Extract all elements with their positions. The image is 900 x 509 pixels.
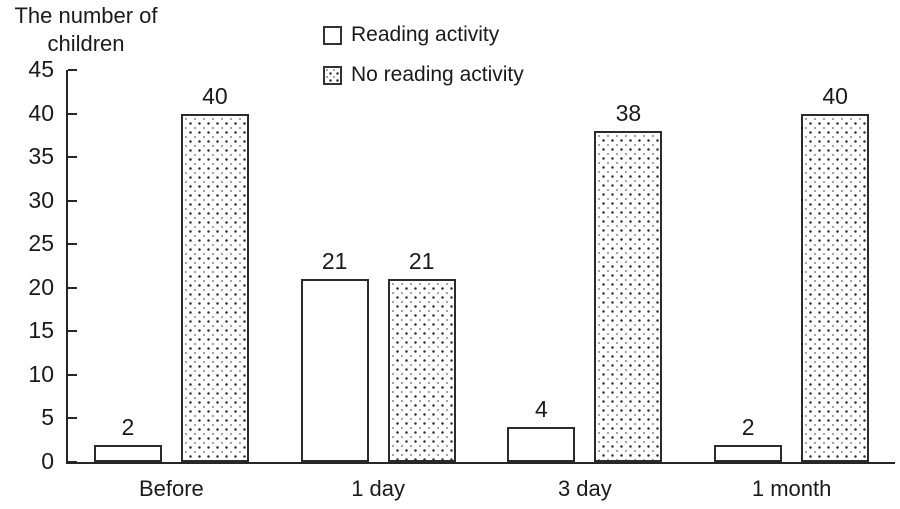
x-axis-label: 1 day [351,476,406,501]
bar-value-label: 40 [822,82,848,109]
bar-reading-activity [714,444,783,462]
y-tick-label: 20 [28,273,54,300]
bar-no-reading-activity [180,113,249,462]
y-tick [68,286,77,289]
y-tick-label: 35 [28,143,54,170]
bar-value-label: 4 [534,396,548,423]
legend-item-no-reading-activity: No reading activity [323,63,524,87]
y-tick-label: 45 [28,56,54,82]
y-tick-label: 30 [28,186,54,213]
bar-reading-activity [300,279,369,462]
bar-reading-activity [93,444,162,462]
y-tick-label: 25 [28,230,54,257]
x-axis-label: 1 month [751,476,832,501]
bar-value-label: 21 [321,248,348,275]
x-axis-label: 3 day [557,476,612,501]
y-axis-title: The number of children [2,2,170,58]
plot-area: 0 5 10 15 20 25 30 35 40 45 Before 2 40 1 day 21 21 3 da… [28,56,895,501]
y-axis-title-line1: The number of [14,3,158,28]
legend-label-no-reading-activity: No reading activity [351,63,524,86]
bar-value-label: 2 [121,413,135,440]
y-tick-label: 40 [28,99,54,126]
y-tick-label: 0 [41,448,54,474]
y-tick [68,417,77,420]
bar-no-reading-activity [387,279,456,462]
y-tick [68,199,77,202]
y-tick [68,112,77,115]
no-reading-activity-swatch-icon [323,65,342,85]
bar-value-label: 38 [615,99,642,126]
y-tick-label: 15 [28,317,54,344]
y-tick [68,69,77,72]
x-axis-label: Before [138,476,204,501]
legend-item-reading-activity: Reading activity [323,23,524,47]
bar-value-label: 40 [202,82,228,109]
y-tick [68,373,77,376]
bar-value-label: 2 [741,413,755,440]
y-tick-label: 10 [28,360,54,387]
bar-reading-activity [507,427,576,462]
bar-value-label: 21 [408,248,435,275]
y-tick [68,243,77,246]
legend-label-reading-activity: Reading activity [351,23,500,46]
bar-no-reading-activity [594,130,663,462]
reading-activity-swatch-icon [323,25,342,45]
y-tick [68,461,77,463]
y-axis-title-line2: children [47,31,125,56]
y-tick-label: 5 [41,404,54,431]
y-tick [68,156,77,159]
legend: Reading activity No reading activity [323,23,524,103]
bar-no-reading-activity [801,113,870,462]
y-tick [68,330,77,333]
